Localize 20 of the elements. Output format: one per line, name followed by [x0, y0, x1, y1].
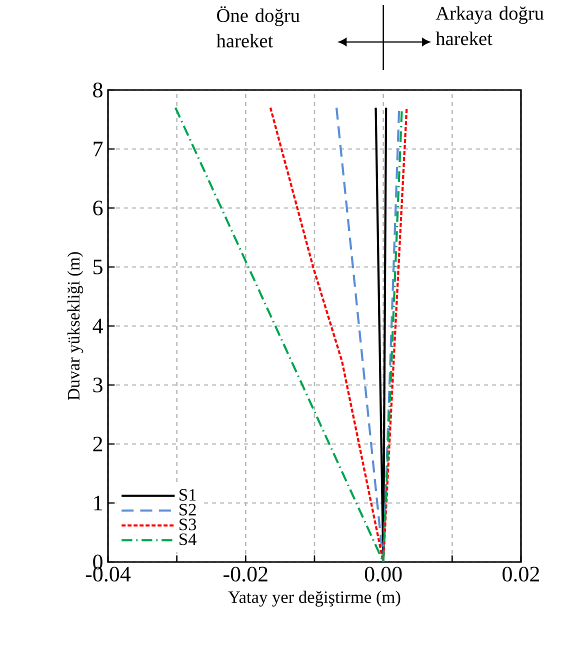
text: Arkaya doğru hareket [436, 6, 544, 46]
legend-label: S4 [180, 533, 196, 546]
x-tick-label: 0.00 [364, 566, 402, 582]
y-tick-label: 3 [93, 378, 102, 392]
line-series [269, 106, 408, 562]
y-tick-label: 2 [93, 436, 102, 452]
legend-label: S2 [180, 504, 196, 516]
y-tick-label: 8 [93, 82, 102, 98]
y-axis-title: Duvar yüksekliği (m) [67, 252, 84, 400]
y-tick-label: 5 [94, 260, 102, 274]
y-tick-label: 7 [94, 142, 103, 156]
y-tick-label: 1 [94, 496, 102, 510]
text: Öne doğru hareket [216, 6, 300, 48]
legend-label: S3 [180, 518, 196, 530]
x-tick-label: -0.02 [224, 566, 268, 582]
x-axis-title: Yatay yer değiştirme (m) [228, 590, 400, 607]
legend-label: S1 [180, 489, 196, 501]
y-tick-label: 6 [93, 200, 103, 216]
y-tick-label: 4 [92, 318, 103, 334]
x-tick-label: 0.02 [502, 566, 540, 582]
